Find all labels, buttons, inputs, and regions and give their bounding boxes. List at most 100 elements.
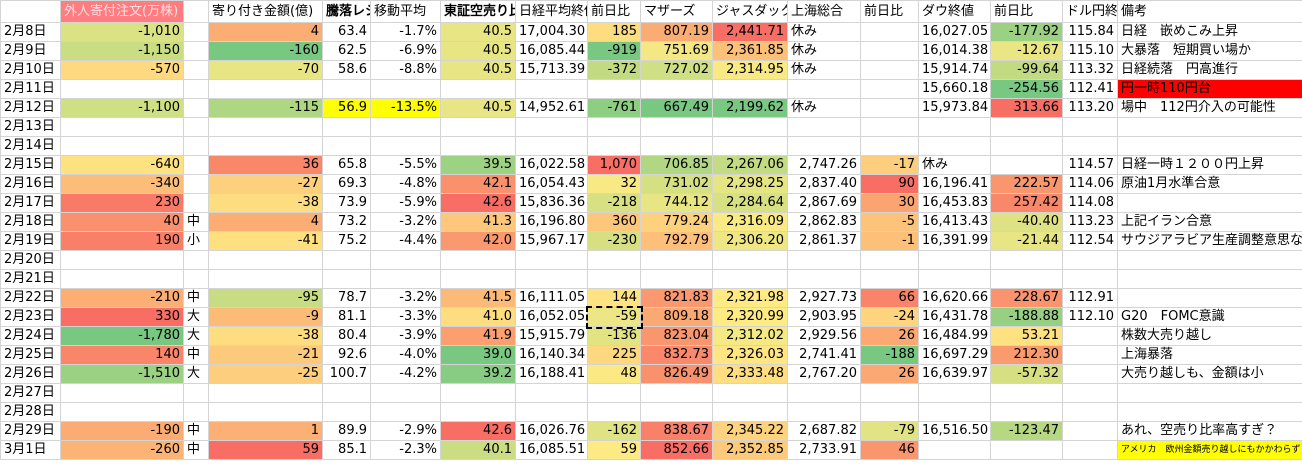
data-row: 2月27日 <box>0 383 1302 403</box>
cell: -6.9% <box>370 41 441 61</box>
cell: 1 <box>208 421 323 441</box>
cell: 大売り越しも、金額は小 <box>1117 364 1302 384</box>
cell: 15,914.74 <box>918 60 991 80</box>
cell: 16,391.99 <box>918 231 991 251</box>
cell: -162 <box>587 421 641 441</box>
cell <box>787 79 861 99</box>
cell: 中 <box>183 440 209 460</box>
data-row: 2月26日 -1,510 大 -25 100.7 -4.2% 39.2 16,188.41 48… <box>0 364 1302 384</box>
cell: 中 <box>183 212 209 232</box>
cell: 2,312.02 <box>712 326 788 346</box>
date-cell: 2月17日 <box>0 193 61 213</box>
cell: 16,196.80 <box>515 212 588 232</box>
cell: 225 <box>587 345 641 365</box>
cell: 15,967.17 <box>515 231 588 251</box>
cell <box>860 79 919 99</box>
cell: 41.5 <box>440 288 516 308</box>
cell <box>60 117 184 137</box>
cell <box>322 402 371 422</box>
cell: -24 <box>860 307 919 327</box>
cell <box>1117 250 1302 270</box>
cell: -190 <box>60 421 184 441</box>
cell <box>370 402 441 422</box>
cell <box>860 136 919 156</box>
cell <box>1062 440 1118 460</box>
column-header: 前日比 <box>587 0 641 23</box>
cell <box>860 250 919 270</box>
cell <box>370 250 441 270</box>
cell <box>1117 269 1302 289</box>
cell: -640 <box>60 155 184 175</box>
cell: 852.66 <box>640 440 713 460</box>
cell: 2,321.98 <box>712 288 788 308</box>
cell: 2,345.22 <box>712 421 788 441</box>
column-header: ジャスダック <box>712 0 788 23</box>
date-cell: 2月15日 <box>0 155 61 175</box>
cell: 140 <box>60 345 184 365</box>
cell: 16,140.34 <box>515 345 588 365</box>
cell <box>918 136 991 156</box>
cell: -9 <box>208 307 323 327</box>
cell: 15,973.84 <box>918 98 991 118</box>
date-cell: 2月22日 <box>0 288 61 308</box>
cell <box>1117 136 1302 156</box>
cell: 53.21 <box>990 326 1063 346</box>
cell: 63.4 <box>322 22 371 42</box>
cell: -4.8% <box>370 174 441 194</box>
cell: 113.23 <box>1062 212 1118 232</box>
cell: 2,320.99 <box>712 307 788 327</box>
cell: 2,314.95 <box>712 60 788 80</box>
cell <box>787 136 861 156</box>
cell <box>587 117 641 137</box>
cell: -115 <box>208 98 323 118</box>
cell <box>322 250 371 270</box>
cell: 16,054.43 <box>515 174 588 194</box>
cell: 2,441.71 <box>712 22 788 42</box>
cell <box>787 383 861 403</box>
date-cell: 2月12日 <box>0 98 61 118</box>
cell: 80.4 <box>322 326 371 346</box>
cell: 821.83 <box>640 288 713 308</box>
cell <box>712 136 788 156</box>
cell: 26 <box>860 364 919 384</box>
cell <box>183 174 209 194</box>
cell <box>183 155 209 175</box>
cell: 2,316.09 <box>712 212 788 232</box>
cell: 58.6 <box>322 60 371 80</box>
cell <box>440 250 516 270</box>
cell: 40.5 <box>440 41 516 61</box>
cell: -210 <box>60 288 184 308</box>
cell <box>990 402 1063 422</box>
cell <box>208 136 323 156</box>
cell <box>860 60 919 80</box>
column-header: 移動平均 <box>370 0 441 23</box>
cell: -27 <box>208 174 323 194</box>
cell <box>208 269 323 289</box>
cell: 823.04 <box>640 326 713 346</box>
cell: 2,267.06 <box>712 155 788 175</box>
cell: -2.9% <box>370 421 441 441</box>
cell <box>587 383 641 403</box>
cell: 832.73 <box>640 345 713 365</box>
cell: 112.10 <box>1062 307 1118 327</box>
cell <box>440 136 516 156</box>
cell: 46 <box>860 440 919 460</box>
cell: -21 <box>208 345 323 365</box>
cell: サウジアラビア生産調整意思なし <box>1117 231 1302 251</box>
cell <box>1062 250 1118 270</box>
cell: 14,952.61 <box>515 98 588 118</box>
cell: 40 <box>60 212 184 232</box>
cell <box>918 269 991 289</box>
cell: -12.67 <box>990 41 1063 61</box>
cell: 92.6 <box>322 345 371 365</box>
cell: -17 <box>860 155 919 175</box>
cell <box>640 402 713 422</box>
cell: -21.44 <box>990 231 1063 251</box>
cell: 16,196.41 <box>918 174 991 194</box>
cell: 115.84 <box>1062 22 1118 42</box>
cell: 15,713.39 <box>515 60 588 80</box>
cell: -1.7% <box>370 22 441 42</box>
cell: 30 <box>860 193 919 213</box>
data-row: 2月11日 15,660.18 -254.56 112.41 円一時110円台 <box>0 79 1302 99</box>
column-header: マザーズ <box>640 0 713 23</box>
